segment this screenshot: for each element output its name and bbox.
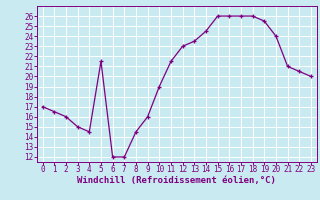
- X-axis label: Windchill (Refroidissement éolien,°C): Windchill (Refroidissement éolien,°C): [77, 176, 276, 185]
